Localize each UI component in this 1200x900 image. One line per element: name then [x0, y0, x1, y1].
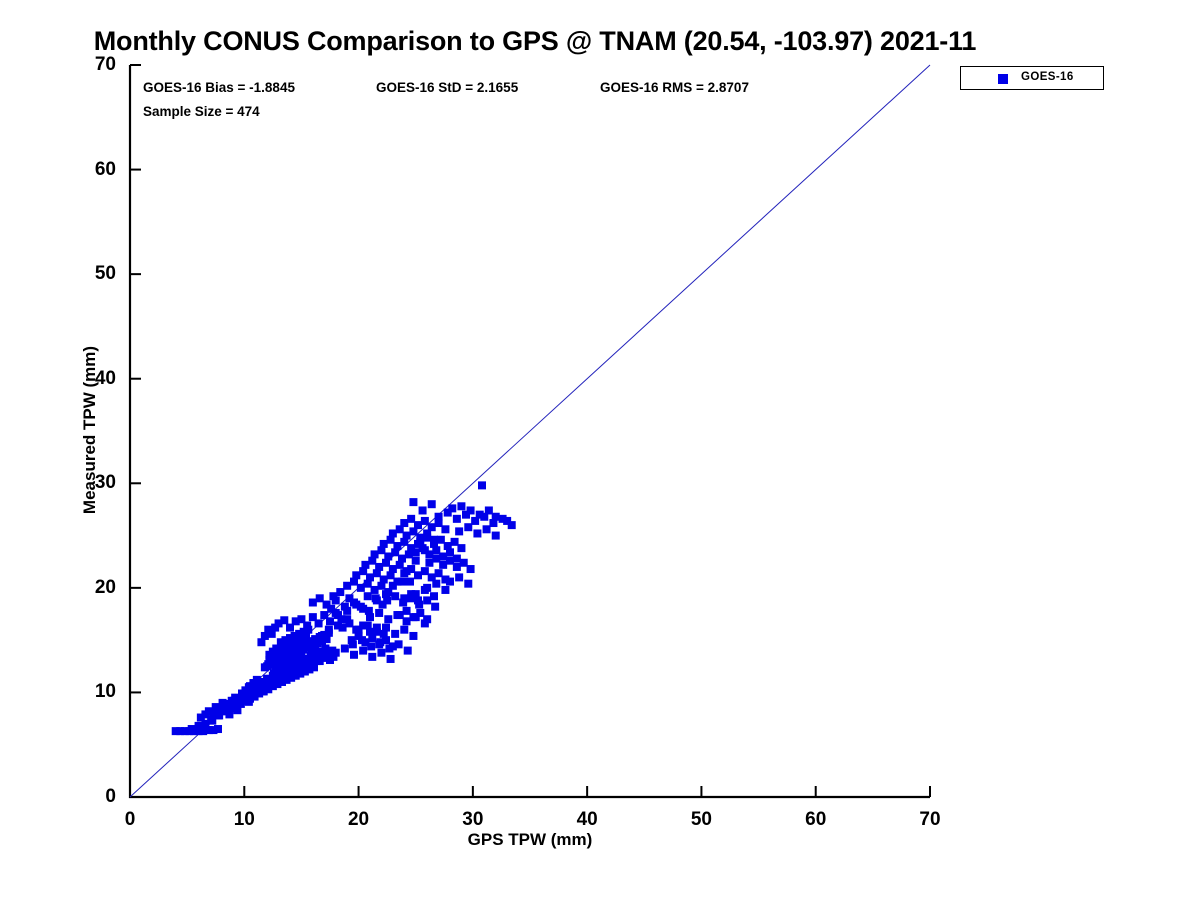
- x-tick-label-0: 0: [124, 809, 136, 830]
- x-tick-label-40: 40: [576, 809, 598, 830]
- y-axis-title: Measured TPW (mm): [80, 345, 99, 515]
- x-tick-label-20: 20: [347, 809, 370, 830]
- annotation-std: GOES-16 StD = 2.1655: [376, 80, 519, 95]
- y-tick-label-30: 30: [94, 472, 116, 494]
- y-tick-label-0: 0: [105, 786, 116, 807]
- scatter-series-goes-16: [171, 481, 516, 736]
- legend-label-goes16: GOES-16: [1021, 71, 1074, 83]
- annotation-bias: GOES-16 Bias = -1.8845: [143, 80, 295, 95]
- chart-title: Monthly CONUS Comparison to GPS @ TNAM (…: [93, 26, 977, 56]
- y-tick-label-60: 60: [94, 158, 116, 180]
- x-tick-label-70: 70: [919, 809, 941, 830]
- x-axis-title: GPS TPW (mm): [467, 830, 593, 849]
- y-tick-label-10: 10: [94, 681, 116, 703]
- x-tick-label-30: 30: [462, 809, 484, 830]
- annotation-sample-size: Sample Size = 474: [143, 104, 260, 119]
- legend-swatch-goes16: [998, 74, 1008, 84]
- annotation-rms: GOES-16 RMS = 2.8707: [600, 80, 749, 95]
- y-tick-label-50: 50: [94, 263, 116, 285]
- y-tick-label-40: 40: [94, 367, 116, 389]
- axis-ticks: [129, 64, 931, 798]
- x-tick-label-50: 50: [690, 809, 712, 830]
- x-tick-label-60: 60: [805, 809, 827, 830]
- y-tick-label-70: 70: [94, 54, 116, 75]
- y-tick-label-20: 20: [94, 576, 116, 598]
- x-tick-label-10: 10: [233, 809, 255, 830]
- legend[interactable]: GOES-16: [960, 66, 1104, 90]
